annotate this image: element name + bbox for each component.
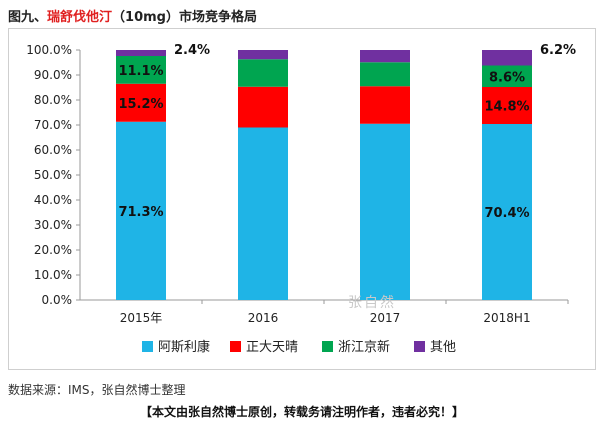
legend-swatch — [142, 341, 153, 352]
title-prefix: 图九、 — [8, 10, 48, 25]
bar-segment — [116, 50, 166, 56]
bar-segment — [482, 65, 532, 87]
legend-swatch — [414, 341, 425, 352]
legend-swatch — [230, 341, 241, 352]
bar-segment — [360, 123, 410, 300]
legend-label: 其他 — [430, 340, 456, 355]
data-label: 15.2% — [118, 97, 163, 112]
y-tick-label: 0.0% — [42, 293, 73, 307]
bar-segment — [360, 50, 410, 63]
y-tick-label: 80.0% — [34, 93, 72, 107]
x-tick-label: 2017 — [370, 311, 401, 325]
y-tick-label: 10.0% — [34, 268, 72, 282]
y-tick-label: 40.0% — [34, 193, 72, 207]
y-tick-label: 90.0% — [34, 68, 72, 82]
data-label: 71.3% — [118, 205, 163, 220]
data-label: 2.4% — [174, 43, 210, 58]
bar-segment — [360, 86, 410, 124]
bar-segment — [482, 50, 532, 66]
source-text: 数据来源：IMS，张自然博士整理 — [8, 383, 186, 397]
title-suffix: （10mg）市场竞争格局 — [112, 10, 257, 25]
x-tick-label: 2018H1 — [483, 311, 530, 325]
bar-segment — [482, 124, 532, 300]
legend-label: 阿斯利康 — [158, 339, 210, 355]
data-label: 11.1% — [118, 64, 163, 79]
x-tick-label: 2015年 — [120, 311, 163, 325]
copyright-note: 【本文由张自然博士原创，转载务请注明作者，违者必究！】 — [139, 405, 464, 419]
y-tick-label: 20.0% — [34, 243, 72, 257]
x-tick-label: 2016 — [248, 311, 279, 325]
watermark: 张自然 — [348, 295, 396, 311]
legend-label: 正大天晴 — [246, 340, 298, 355]
data-label: 14.8% — [484, 100, 529, 115]
title-highlight: 瑞舒伐他汀 — [47, 10, 113, 25]
chart-frame — [8, 28, 596, 370]
data-label: 6.2% — [540, 43, 576, 58]
bar-segment — [116, 56, 166, 84]
chart-title: 图九、瑞舒伐他汀（10mg）市场竞争格局 — [8, 6, 257, 25]
bar-segment — [238, 86, 288, 128]
bar-segment — [238, 50, 288, 60]
stacked-bar-chart: 0.0% 10.0% 20.0% 30.0% 40.0% 50.0% 60.0% 70.0% 8… — [26, 43, 576, 355]
bar-segment — [238, 59, 288, 87]
bar-segment — [360, 62, 410, 87]
y-tick-label: 30.0% — [34, 218, 72, 232]
data-label: 8.6% — [489, 70, 525, 85]
data-label: 70.4% — [484, 206, 529, 221]
legend-swatch — [322, 341, 333, 352]
y-tick-label: 60.0% — [34, 143, 72, 157]
bar-segment — [482, 87, 532, 124]
y-tick-label: 100.0% — [26, 43, 72, 57]
legend-label: 浙江京新 — [338, 339, 390, 355]
bar-segment — [116, 121, 166, 300]
y-tick-label: 50.0% — [34, 168, 72, 182]
bar-segment — [238, 127, 288, 300]
bar-segment — [116, 83, 166, 122]
y-tick-label: 70.0% — [34, 118, 72, 132]
